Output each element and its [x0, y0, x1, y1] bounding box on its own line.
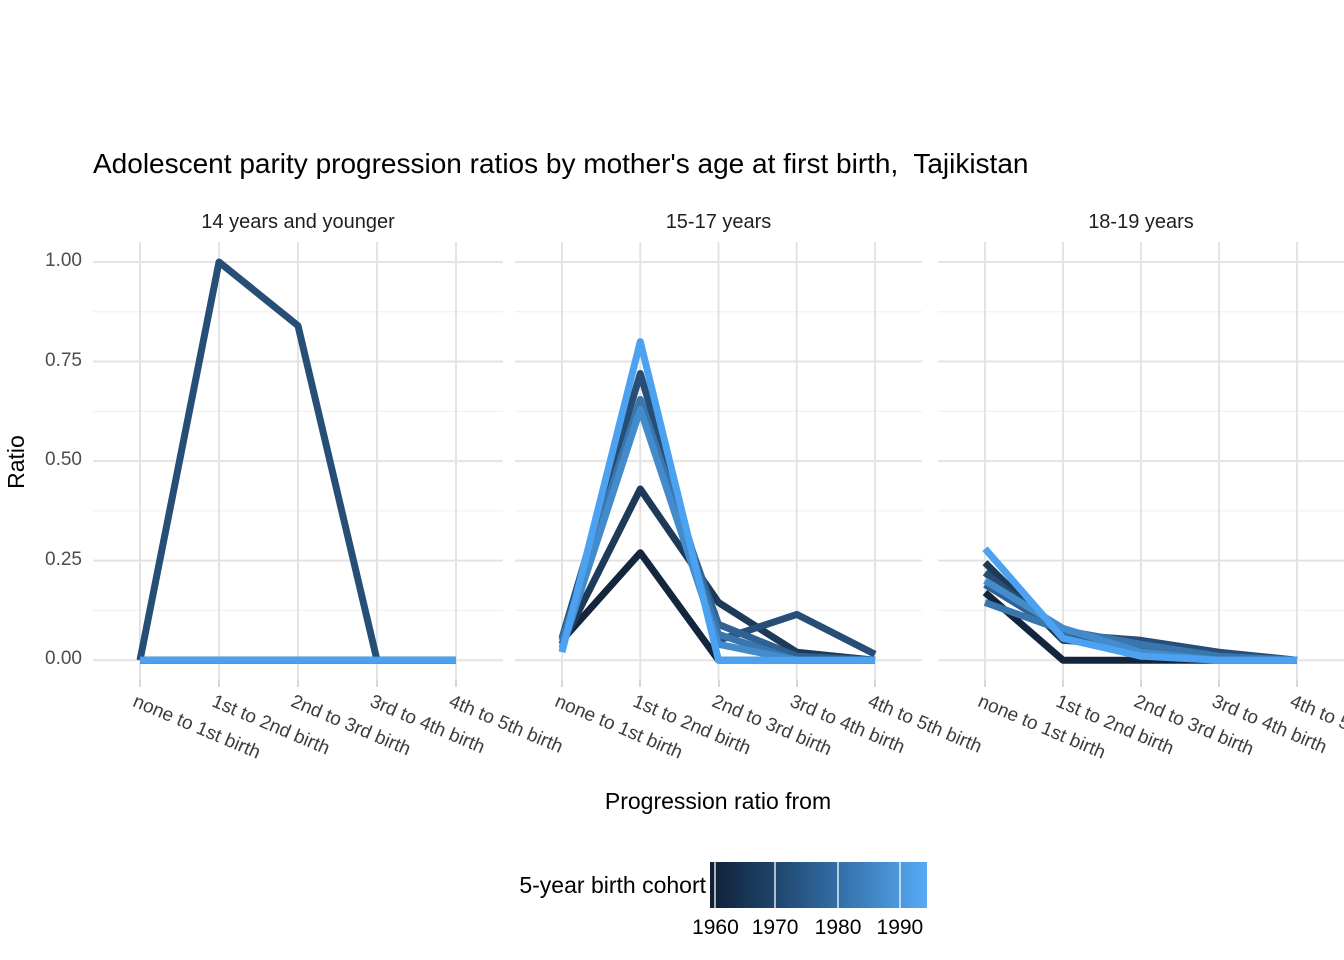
colorbar-tick — [774, 862, 777, 908]
x-axis-tick — [139, 680, 141, 687]
legend-colorbar — [710, 862, 927, 908]
facet-panel — [93, 242, 503, 680]
colorbar-tick — [714, 862, 717, 908]
x-axis-tick — [561, 680, 563, 687]
x-axis-tick — [795, 680, 798, 687]
x-axis-tick — [455, 680, 457, 687]
x-axis-tick — [1062, 680, 1064, 687]
y-tick-label: 0.00 — [45, 648, 82, 670]
y-tick-label: 0.75 — [45, 349, 82, 371]
legend-tick-label: 1970 — [751, 916, 799, 939]
facet-strip-label: 15-17 years — [665, 211, 772, 233]
x-axis-tick — [297, 680, 299, 687]
chart-title: Adolescent parity progression ratios by … — [93, 148, 1029, 179]
x-axis-tick — [1218, 680, 1220, 687]
x-axis-title: Progression ratio from — [604, 788, 832, 814]
y-tick-label: 0.25 — [45, 548, 82, 570]
legend-tick-label: 1990 — [876, 916, 924, 939]
x-axis-tick — [1296, 680, 1298, 687]
x-axis-tick — [1140, 680, 1142, 687]
colorbar-tick — [837, 862, 840, 908]
legend-title: 5-year birth cohort — [519, 872, 706, 898]
x-axis-tick — [639, 680, 642, 687]
colorbar-tick — [898, 862, 901, 908]
data-line-cohort-1990 — [982, 546, 1297, 664]
legend-tick-label: 1980 — [814, 916, 862, 939]
facet-panel — [938, 242, 1344, 680]
x-axis-tick — [218, 680, 220, 687]
facet-strip-label: 18-19 years — [1088, 211, 1194, 233]
facet-strip-label: 14 years and younger — [201, 211, 395, 233]
x-axis-tick — [984, 680, 986, 687]
x-axis-tick — [717, 680, 720, 687]
x-axis-tick — [874, 680, 876, 687]
data-line-cohort-1990 — [558, 338, 875, 664]
legend-tick-label: 1960 — [692, 916, 739, 939]
x-axis-tick — [376, 680, 378, 687]
y-tick-label: 0.50 — [45, 449, 82, 471]
y-tick-label: 1.00 — [45, 250, 82, 271]
facet-panel — [515, 242, 922, 680]
